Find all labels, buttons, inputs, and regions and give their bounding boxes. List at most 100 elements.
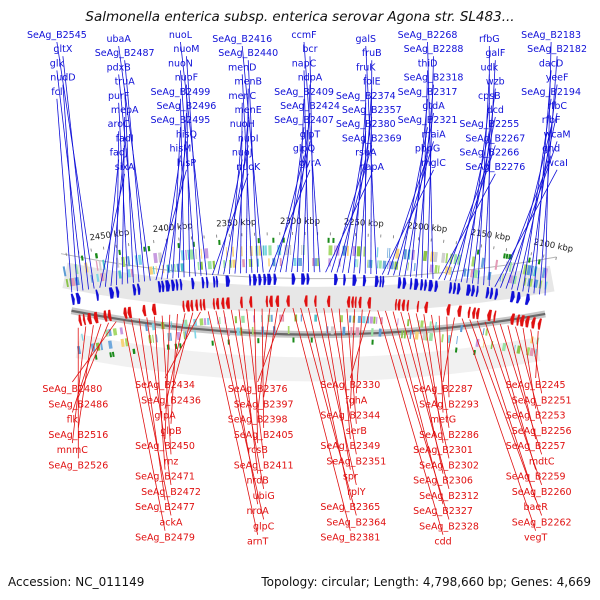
forward-gene-arrow [489,287,494,300]
rna-mark [147,246,151,252]
forward-gene-label: SeAg_B2545 [27,30,87,41]
forward-gene-label: glk [50,58,65,69]
reverse-label-line [461,318,537,531]
reverse-gene-label: mnmC [57,445,89,456]
forward-gene-label: rfbG [479,34,500,45]
forward-gene-label: gyrA [299,158,322,169]
tick-label: 2250 kbp [343,218,383,230]
category-block [70,277,76,287]
forward-label-line [438,173,496,280]
reverse-gene-arrow [249,296,253,308]
forward-gene-label: nuoL [169,30,193,41]
category-block [533,279,539,288]
reverse-gene-label: SeAg_B2302 [419,460,479,471]
reverse-label-line [535,330,539,379]
forward-gene-arrow [423,279,427,291]
reverse-gene-arrow [275,295,280,307]
reverse-label-line [164,311,201,379]
forward-label-line [330,159,367,273]
reverse-gene-arrow [475,307,480,320]
forward-gene-arrow [465,284,471,296]
forward-gene-label: hisP [177,158,197,169]
reverse-gene-label: SeAg_B2286 [419,430,479,441]
forward-label-line [309,56,315,273]
reverse-label-line [477,320,537,501]
forward-gene-label: SeAg_B2182 [527,44,587,55]
reverse-gene-arrow [525,316,530,328]
reverse-label-line [263,308,278,398]
forward-label-line [471,88,496,284]
forward-gene-arrow [248,274,252,286]
forward-label-line [449,145,496,281]
forward-gene-label: nuoK [236,162,261,173]
forward-gene-label: SeAg_B2416 [212,34,272,45]
reverse-label-line [415,313,450,459]
forward-gene-label: cpsB [478,91,501,102]
forward-gene-arrow [175,279,179,291]
forward-gene-arrow [267,273,272,286]
forward-gene-arrow [413,278,419,290]
rna-mark [111,351,115,357]
forward-gene-label: SeAg_B2424 [280,101,340,112]
forward-gene-arrow [402,277,407,289]
reverse-label-line [331,308,357,455]
forward-gene-arrow [397,277,402,289]
category-block [529,347,535,357]
forward-gene-arrow [273,273,277,285]
forward-label-line [118,45,151,281]
forward-gene-arrow [428,279,434,292]
forward-gene-arrow [75,292,81,305]
forward-label-line [247,60,258,273]
forward-gene-arrow [301,273,306,285]
forward-gene-label: SeAg_B2194 [521,87,581,98]
forward-label-line [172,127,181,279]
forward-label-line [217,159,243,275]
reverse-gene-arrow [199,299,203,311]
reverse-gene-label: SeAg_B2245 [506,380,566,391]
forward-gene-arrow [494,288,498,300]
forward-gene-arrow [179,278,183,291]
forward-gene-label: SeAg_B2357 [342,105,402,116]
reverse-label-line [346,308,357,424]
forward-label-line [398,127,428,276]
reverse-gene-label: SeAg_B2405 [234,430,294,441]
forward-gene-arrow [225,275,231,287]
forward-label-line [62,56,89,290]
tick-label: 2150 kbp [470,228,511,244]
tick-label: 2200 kbp [407,221,448,235]
forward-label-line [381,169,434,275]
reverse-label-line [230,309,265,489]
forward-gene-arrow [201,277,205,289]
reverse-gene-label: vegT [524,533,547,544]
reverse-label-line [530,329,543,394]
reverse-label-line [246,309,265,459]
reverse-label-line [423,314,444,444]
forward-label-line [505,141,558,289]
forward-label-line [494,169,558,288]
reverse-gene-arrow [82,313,87,326]
reverse-gene-label: SeAg_B2381 [320,533,380,544]
forward-gene-label: SeAg_B2407 [274,115,334,126]
reverse-gene-label: spr [343,472,358,483]
forward-gene-arrow [191,277,195,290]
forward-gene-label: SeAg_B2487 [95,48,155,59]
category-block [112,328,118,336]
reverse-gene-label: SeAg_B2251 [512,395,572,406]
reverse-gene-arrow [519,315,525,327]
tick-label: 2300 kbp [280,217,320,227]
forward-label-line [533,70,552,294]
forward-gene-arrow [379,275,382,288]
forward-gene-label: menE [235,105,262,116]
reverse-gene-arrow [424,301,429,314]
reverse-label-line [71,323,102,413]
category-block [522,264,528,275]
forward-gene-arrow [333,273,338,286]
reverse-gene-arrow [346,296,351,308]
reverse-label-line [223,310,259,505]
forward-label-line [466,102,490,283]
forward-gene-label: fruB [362,48,382,59]
reverse-label-line [349,309,355,409]
forward-gene-arrow [452,282,457,295]
forward-label-line [303,70,309,273]
